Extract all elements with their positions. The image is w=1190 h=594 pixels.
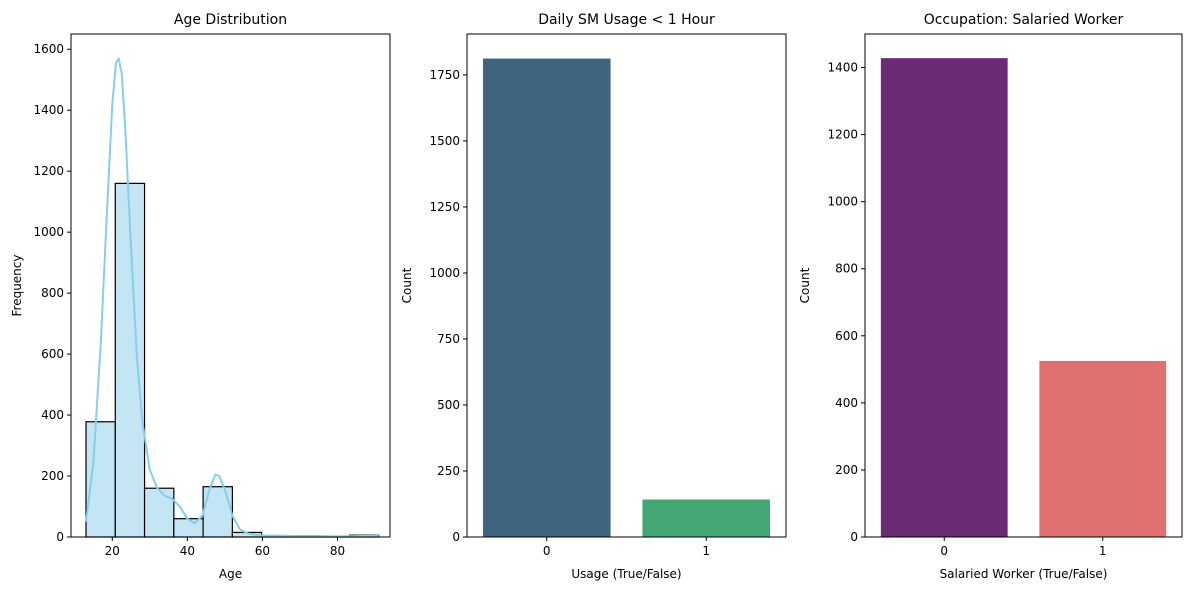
y-tick-label: 1200 [827, 128, 858, 142]
y-tick-label: 800 [835, 262, 858, 276]
y-tick-label: 400 [835, 396, 858, 410]
y-tick-label: 1000 [429, 266, 460, 280]
x-tick-label: 40 [180, 544, 195, 558]
y-tick-label: 1250 [429, 200, 460, 214]
y-tick-label: 1000 [827, 195, 858, 209]
y-axis-label: Count [400, 267, 414, 303]
y-tick-label: 800 [41, 286, 64, 300]
histogram-bar [174, 519, 203, 537]
y-tick-label: 1500 [429, 134, 460, 148]
y-tick-label: 1750 [429, 68, 460, 82]
y-tick-label: 500 [437, 398, 460, 412]
bar-1 [642, 500, 770, 537]
y-tick-label: 1000 [33, 225, 64, 239]
x-axis-label: Usage (True/False) [571, 567, 681, 581]
salaried-worker-panel: 0 200 400 600 800 1000 1200 1400 0 1 Occupation: S… [798, 12, 1182, 581]
y-tick-label: 600 [835, 329, 858, 343]
y-tick-label: 0 [850, 530, 858, 544]
y-tick-label: 1400 [827, 61, 858, 75]
y-tick-label: 0 [452, 530, 460, 544]
x-tick-label: 0 [543, 544, 551, 558]
y-tick-label: 0 [56, 530, 64, 544]
x-tick-label: 1 [702, 544, 710, 558]
y-tick-label: 400 [41, 408, 64, 422]
y-tick-label: 1600 [33, 42, 64, 56]
x-axis-label: Age [219, 567, 242, 581]
chart-title: Occupation: Salaried Worker [924, 12, 1124, 28]
x-tick-label: 20 [105, 544, 120, 558]
y-axis-label: Frequency [10, 255, 24, 317]
daily-usage-panel: 0 250 500 750 1000 1250 1500 1750 0 1 Daily SM Usa… [400, 12, 786, 581]
x-tick-label: 1 [1099, 544, 1107, 558]
y-axis-label: Count [798, 267, 812, 303]
bar-1 [1039, 361, 1166, 537]
chart-title: Age Distribution [174, 12, 287, 28]
y-tick-label: 200 [41, 469, 64, 483]
y-tick-label: 750 [437, 332, 460, 346]
histogram-bar [145, 488, 174, 537]
x-tick-label: 0 [940, 544, 948, 558]
x-axis-label: Salaried Worker (True/False) [940, 567, 1108, 581]
chart-title: Daily SM Usage < 1 Hour [538, 12, 715, 28]
x-tick-label: 60 [255, 544, 270, 558]
y-tick-label: 1400 [33, 103, 64, 117]
bar-0 [483, 59, 611, 537]
y-tick-label: 200 [835, 463, 858, 477]
y-tick-label: 1200 [33, 164, 64, 178]
bar-0 [881, 58, 1008, 537]
y-tick-label: 600 [41, 347, 64, 361]
age-distribution-panel: 0 200 400 600 800 1000 1200 1400 1600 20 40 60 80 Age… [10, 12, 390, 581]
x-tick-label: 80 [330, 544, 345, 558]
y-tick-label: 250 [437, 464, 460, 478]
